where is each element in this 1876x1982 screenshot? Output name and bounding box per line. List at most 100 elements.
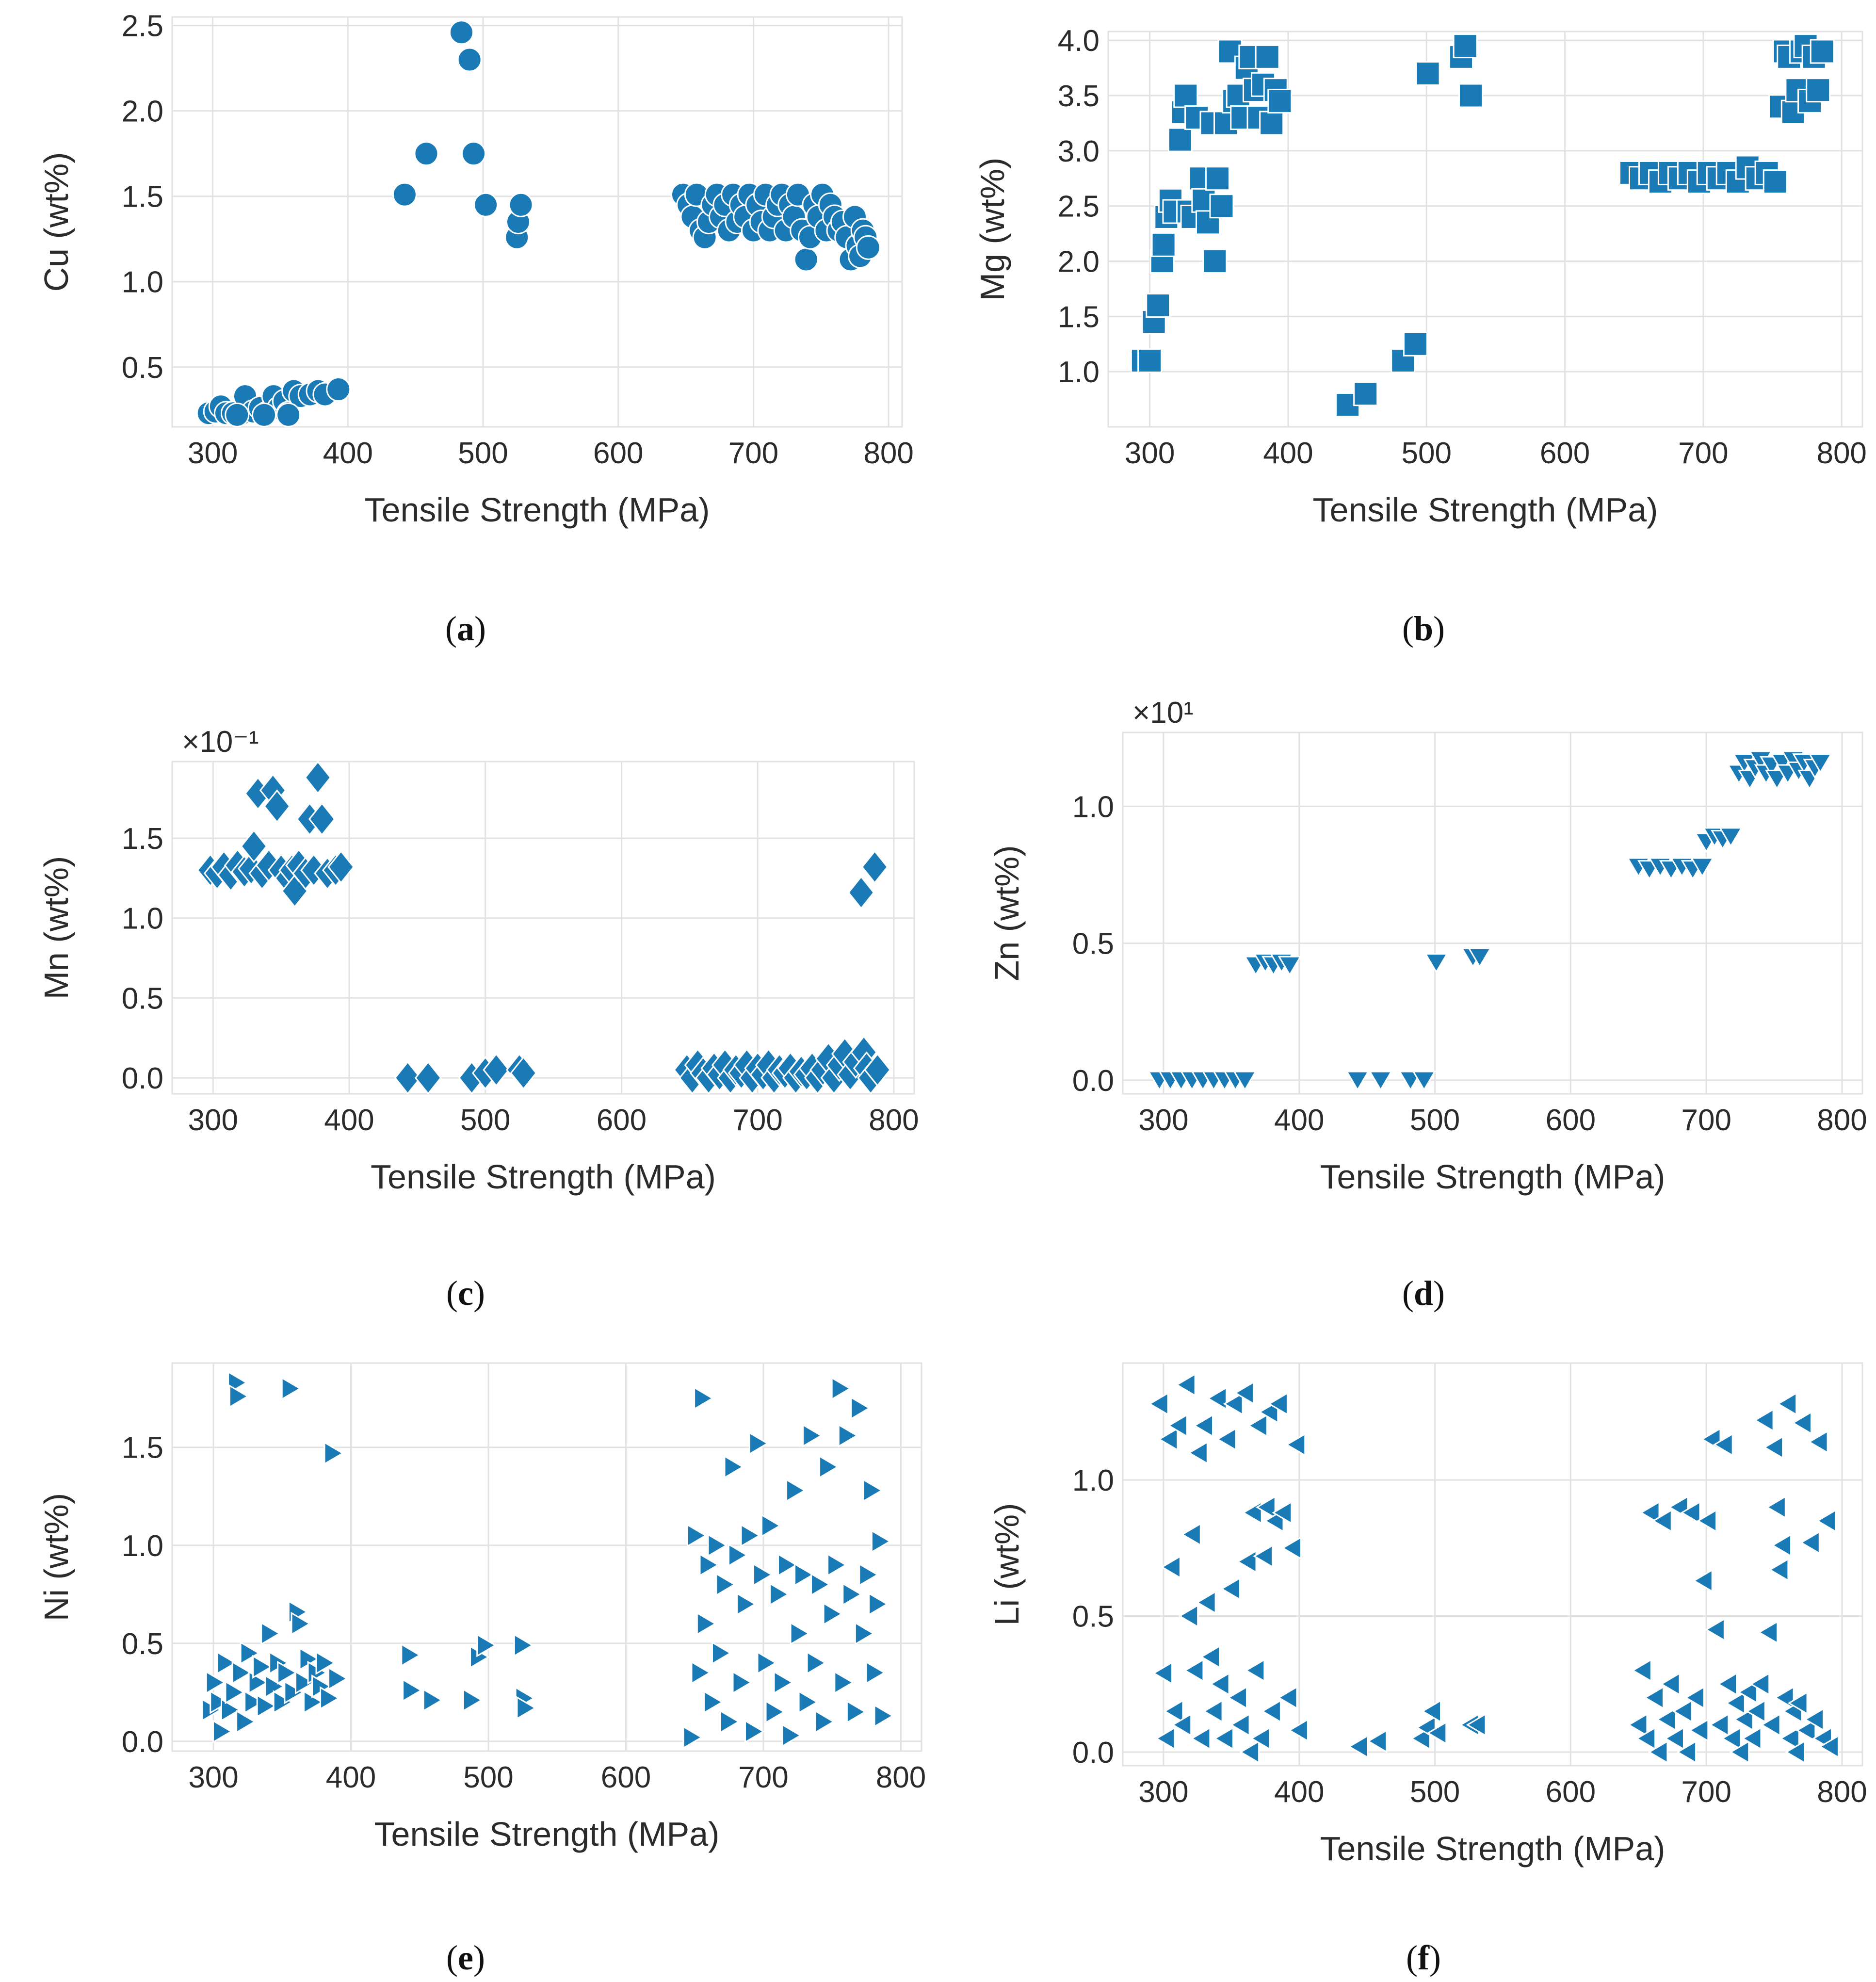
- data-point: [1758, 1620, 1779, 1644]
- data-point: [715, 1572, 736, 1597]
- data-point: [1729, 1740, 1750, 1764]
- data-point: [205, 1670, 226, 1695]
- grid-f: [1123, 1363, 1862, 1766]
- x-tick-label: 800: [869, 1104, 919, 1137]
- data-point: [732, 1670, 753, 1695]
- data-point: [793, 247, 819, 272]
- data-point: [231, 1660, 252, 1685]
- y-tick-label: 1.5: [122, 180, 163, 214]
- data-point: [769, 1582, 790, 1607]
- data-point: [1369, 1071, 1393, 1091]
- data-point: [1421, 1699, 1442, 1723]
- y-tick-label: 2.5: [1058, 190, 1100, 224]
- data-point: [1277, 1686, 1298, 1710]
- data-point: [476, 1633, 497, 1657]
- data-point: [516, 1696, 537, 1720]
- x-tick-label: 400: [1274, 1104, 1324, 1137]
- panel-f: 300 400 500 600 700 800 0.0 0.5 1.0 Tensile Stren…: [988, 1362, 1867, 1977]
- data-point: [1785, 1740, 1805, 1764]
- y-tick-label: 2.0: [122, 95, 163, 129]
- data-point: [1216, 1427, 1237, 1451]
- data-point: [1175, 1373, 1196, 1397]
- x-tick-label: 400: [326, 1761, 376, 1794]
- data-point: [1676, 1740, 1697, 1764]
- data-point: [748, 1431, 769, 1456]
- data-point: [394, 1061, 421, 1095]
- data-point: [1178, 1604, 1199, 1628]
- data-point: [1403, 331, 1428, 357]
- panel-caption-a: (a): [445, 609, 486, 648]
- data-point: [696, 1611, 717, 1636]
- data-point: [854, 1621, 875, 1646]
- data-point: [1205, 166, 1230, 191]
- data-point: [1288, 1718, 1309, 1742]
- data-point: [720, 1709, 740, 1734]
- data-point: [1808, 1430, 1828, 1454]
- data-point: [414, 1061, 442, 1095]
- data-point: [1806, 78, 1831, 103]
- y-tick-label: 3.0: [1058, 135, 1100, 168]
- data-point: [1155, 1726, 1176, 1751]
- data-point: [1458, 83, 1484, 108]
- x-tick-label: 700: [1681, 1104, 1731, 1137]
- data-point: [328, 1666, 348, 1691]
- data-point: [1255, 44, 1280, 69]
- data-point: [323, 1441, 344, 1465]
- data-point: [483, 1053, 510, 1087]
- data-point: [1163, 1699, 1184, 1723]
- x-axis-label: Tensile Strength (MPa): [1320, 1830, 1666, 1868]
- data-point: [1765, 1495, 1786, 1519]
- data-point: [1816, 1509, 1837, 1533]
- data-point: [513, 1633, 534, 1657]
- x-tick-label: 800: [1817, 1775, 1867, 1809]
- y-tick-label: 0.0: [1072, 1736, 1114, 1770]
- x-tick-label: 400: [1263, 437, 1313, 470]
- y-tick-label: 1.0: [1072, 790, 1114, 824]
- data-point: [790, 1621, 810, 1646]
- series-points-c: [196, 761, 891, 1095]
- data-point: [794, 1562, 814, 1587]
- panel-caption-f: (f): [1406, 1938, 1441, 1977]
- caption-letter: b: [1414, 609, 1433, 648]
- data-point: [862, 1478, 883, 1503]
- data-point: [744, 1719, 765, 1744]
- data-point: [263, 789, 291, 824]
- plot-frame-e: [171, 1362, 922, 1752]
- panel-caption-c: (c): [446, 1274, 485, 1313]
- x-tick-label: 800: [1817, 1104, 1867, 1137]
- data-point: [244, 1690, 265, 1714]
- data-point: [1220, 1576, 1241, 1601]
- data-point: [1651, 1509, 1672, 1533]
- data-point: [1412, 1071, 1436, 1091]
- data-point: [1160, 1555, 1181, 1579]
- grid-a: [172, 17, 902, 427]
- data-point: [1819, 1735, 1839, 1759]
- y-tick-label: 0.5: [1072, 1600, 1114, 1634]
- x-axis-label: Tensile Strength (MPa): [365, 491, 710, 529]
- data-point: [402, 1678, 423, 1703]
- y-axis-label: Mg (wt%): [973, 158, 1011, 301]
- data-point: [1348, 1735, 1368, 1759]
- data-point: [1259, 111, 1284, 136]
- data-point: [228, 1384, 249, 1409]
- data-point: [1808, 753, 1832, 774]
- x-tick-label: 300: [188, 1104, 238, 1137]
- x-tick-label: 600: [1540, 437, 1590, 470]
- x-tick-label: 600: [601, 1761, 651, 1794]
- data-point: [806, 1651, 827, 1675]
- data-point: [1656, 1707, 1677, 1732]
- data-point: [724, 1455, 744, 1479]
- data-point: [1229, 1713, 1250, 1737]
- data-point: [864, 1053, 891, 1087]
- x-tick-label: 400: [324, 1104, 374, 1137]
- data-point: [1183, 1658, 1204, 1683]
- data-point: [1181, 1522, 1201, 1546]
- data-point: [1250, 1726, 1271, 1751]
- x-tick-label: 600: [597, 1104, 647, 1137]
- data-point: [694, 1386, 714, 1411]
- data-point: [1763, 169, 1788, 195]
- data-point: [308, 802, 336, 836]
- panel-b: 300 400 500 600 700 800 1.0 1.5 2.0 2.5 3.0 3.5 4.0 T…: [973, 24, 1867, 648]
- data-point: [1278, 956, 1302, 976]
